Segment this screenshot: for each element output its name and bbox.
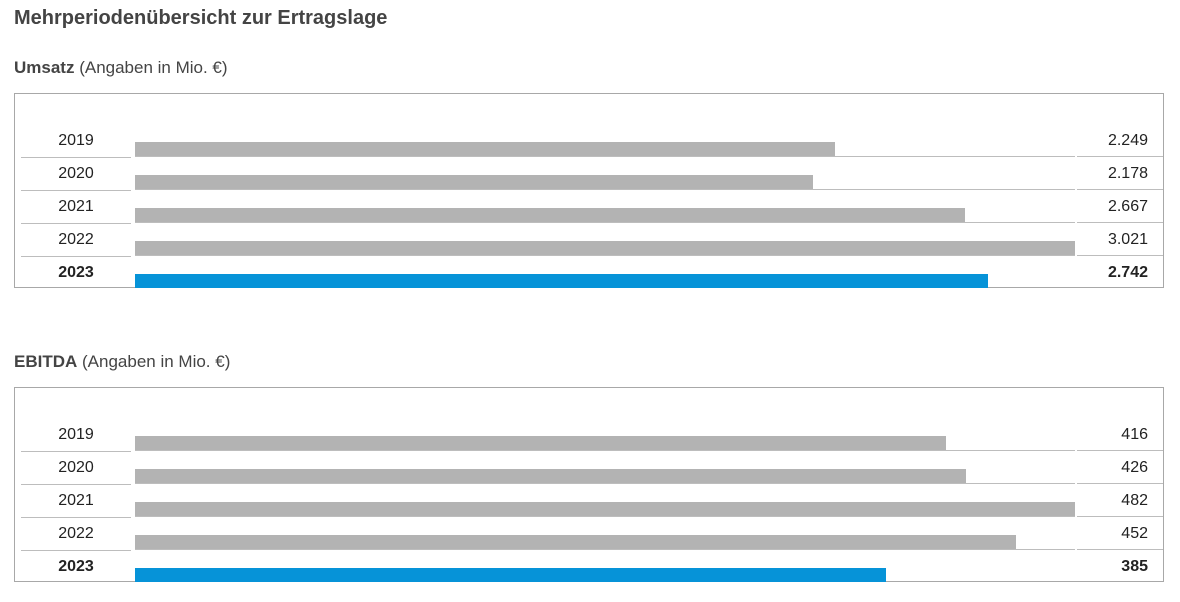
value-label: 2.742: [1107, 264, 1148, 281]
value-label: 2.178: [1077, 157, 1163, 190]
year-label: 2022: [21, 223, 131, 257]
chart-row: 2021 482: [15, 484, 1163, 518]
row-divider: [135, 483, 1075, 484]
chart-row: 2023 385: [15, 550, 1163, 583]
bar-2020: [135, 175, 813, 189]
value-label: 2.667: [1077, 190, 1163, 223]
year-label: 2022: [21, 517, 131, 551]
row-divider: [135, 549, 1075, 550]
value-label: 2.249: [1077, 124, 1163, 157]
chart-title-bold: Umsatz: [14, 58, 75, 77]
row-divider: [135, 156, 1075, 157]
row-divider: [135, 189, 1075, 190]
bar-2022: [135, 241, 1075, 255]
chart-row: 2019 416: [15, 418, 1163, 452]
bar-2019: [135, 436, 946, 450]
year-label: 2019: [21, 418, 131, 452]
year-label: 2021: [21, 190, 131, 224]
chart-row: 2023 2.742: [15, 256, 1163, 289]
row-divider: [135, 450, 1075, 451]
chart-title-unit: (Angaben in Mio. €): [77, 352, 231, 371]
bar-2021: [135, 502, 1075, 516]
chart-row: 2022 452: [15, 517, 1163, 551]
chart-title-bold: EBITDA: [14, 352, 78, 371]
bar-2021: [135, 208, 965, 222]
chart-title-unit: (Angaben in Mio. €): [74, 58, 228, 77]
chart-row: 2019 2.249: [15, 124, 1163, 158]
bar-2023: [135, 274, 988, 288]
year-label: 2019: [21, 124, 131, 158]
chart-frame-2: 2019 416 2020 426 2021 482 2022 452 2023 385: [14, 387, 1164, 582]
year-label: 2020: [21, 451, 131, 485]
row-divider: [135, 255, 1075, 256]
page-title: Mehrperiodenübersicht zur Ertragslage: [14, 7, 388, 29]
chart-heading-2: EBITDA (Angaben in Mio. €): [14, 352, 230, 372]
chart-row: 2022 3.021: [15, 223, 1163, 257]
chart-row: 2020 2.178: [15, 157, 1163, 191]
year-label: 2021: [21, 484, 131, 518]
value-label: 416: [1077, 418, 1163, 451]
chart-heading-1: Umsatz (Angaben in Mio. €): [14, 58, 228, 78]
value-label: 426: [1077, 451, 1163, 484]
row-divider: [135, 516, 1075, 517]
year-label: 2020: [21, 157, 131, 191]
year-label: 2023: [58, 264, 94, 281]
chart-row: 2020 426: [15, 451, 1163, 485]
bar-2022: [135, 535, 1016, 549]
year-label: 2023: [58, 558, 94, 575]
bar-2020: [135, 469, 966, 483]
row-divider: [135, 222, 1075, 223]
value-label: 3.021: [1077, 223, 1163, 256]
chart-row: 2021 2.667: [15, 190, 1163, 224]
value-label: 482: [1077, 484, 1163, 517]
value-label: 452: [1077, 517, 1163, 550]
bar-2023: [135, 568, 886, 582]
value-label: 385: [1121, 558, 1148, 575]
chart-frame-1: 2019 2.249 2020 2.178 2021 2.667 2022 3.021 2023…: [14, 93, 1164, 288]
bar-2019: [135, 142, 835, 156]
